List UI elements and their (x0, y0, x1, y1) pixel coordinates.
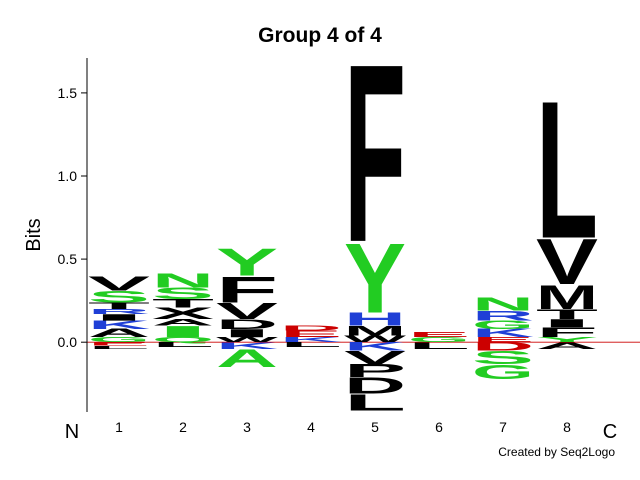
logo-letter: Y (216, 241, 278, 285)
logo-letter: K (280, 337, 342, 344)
x-tick-label: 7 (499, 419, 507, 435)
logo-letter: L (152, 342, 214, 349)
x-tick-label: 1 (115, 419, 123, 435)
logo-letter: G (408, 337, 470, 344)
credit: Created by Seq2Logo (498, 445, 615, 459)
logo-letter: L (408, 341, 474, 351)
logo-letter: V (88, 273, 151, 296)
logo-letter: K (88, 320, 155, 332)
logo-letter: T (536, 306, 602, 322)
chart-title: Group 4 of 4 (258, 24, 382, 47)
logo-letter: X (152, 305, 215, 323)
logo-letter: Y (344, 223, 406, 334)
logo-letter: V (344, 347, 409, 368)
logo-letter: L (536, 59, 598, 279)
logo-letter: L (88, 345, 154, 350)
logo-letter: V (536, 225, 598, 298)
logo-letter: S (472, 347, 534, 368)
y-axis-label: Bits (23, 218, 45, 251)
logo-letter: A (88, 328, 155, 340)
logo-letter: N (472, 294, 534, 315)
logo-letter: T (88, 301, 154, 311)
y-tick-label: 0.5 (58, 251, 78, 267)
n-terminus-label: N (65, 421, 79, 443)
logo-letter: G (472, 320, 534, 332)
logo-letter: A (152, 318, 217, 328)
logo-letter: R (88, 309, 150, 316)
logo-letter: L (280, 342, 342, 349)
logo-letter: E (88, 342, 150, 347)
logo-letter: D (216, 316, 278, 332)
c-terminus-label: C (603, 421, 617, 443)
logo-letter: D (472, 342, 534, 354)
x-tick-label: 8 (563, 419, 571, 435)
logo-letter: F (344, 11, 406, 295)
logo-letter: D (280, 326, 342, 333)
logo-letter: K (472, 328, 539, 340)
logo-letter: Q (152, 337, 221, 344)
logo-letter: E (280, 329, 342, 339)
logo-letter: D (344, 373, 406, 399)
logo-letter: I (152, 323, 214, 341)
logo-letter: T (152, 298, 214, 310)
logo-letter: W (216, 337, 282, 344)
logo-letter: M (536, 279, 598, 317)
logo-letter: E (408, 332, 475, 339)
logo-letter: Y (536, 337, 603, 344)
logo-letter: S (152, 285, 215, 303)
logo-letter: R (472, 308, 534, 324)
logo-letter: F (536, 324, 598, 340)
logo-letter: V (216, 298, 280, 324)
logo-letter: K (216, 341, 281, 351)
logo-letter: F (216, 269, 278, 310)
logo-letter: N (152, 269, 214, 292)
logo-letter: W (344, 334, 408, 344)
y-tick-label: 1.5 (58, 85, 78, 101)
y-tick-label: 0.0 (58, 334, 78, 350)
logo-letter: K (344, 342, 411, 354)
x-tick-label: 5 (371, 419, 379, 435)
logo-letter: S (88, 288, 151, 306)
x-tick-label: 2 (179, 419, 187, 435)
logo-letter: I (536, 318, 598, 330)
logo-letter: G (88, 337, 150, 344)
logo-letter: H (344, 309, 406, 330)
logo-letter: I (88, 313, 150, 323)
logo-letter: I (216, 328, 278, 340)
logo-letter: A (536, 341, 601, 351)
x-tick-label: 4 (307, 419, 315, 435)
logo-letter: G (472, 361, 534, 384)
logo-letter: L (344, 389, 406, 415)
y-tick-label: 1.0 (58, 168, 78, 184)
logo-letter: P (344, 360, 406, 381)
logo-letter: M (344, 323, 406, 339)
logo-letter: A (216, 345, 278, 373)
x-tick-label: 3 (243, 419, 251, 435)
x-tick-label: 6 (435, 419, 443, 435)
logo-letter: E (472, 337, 539, 344)
